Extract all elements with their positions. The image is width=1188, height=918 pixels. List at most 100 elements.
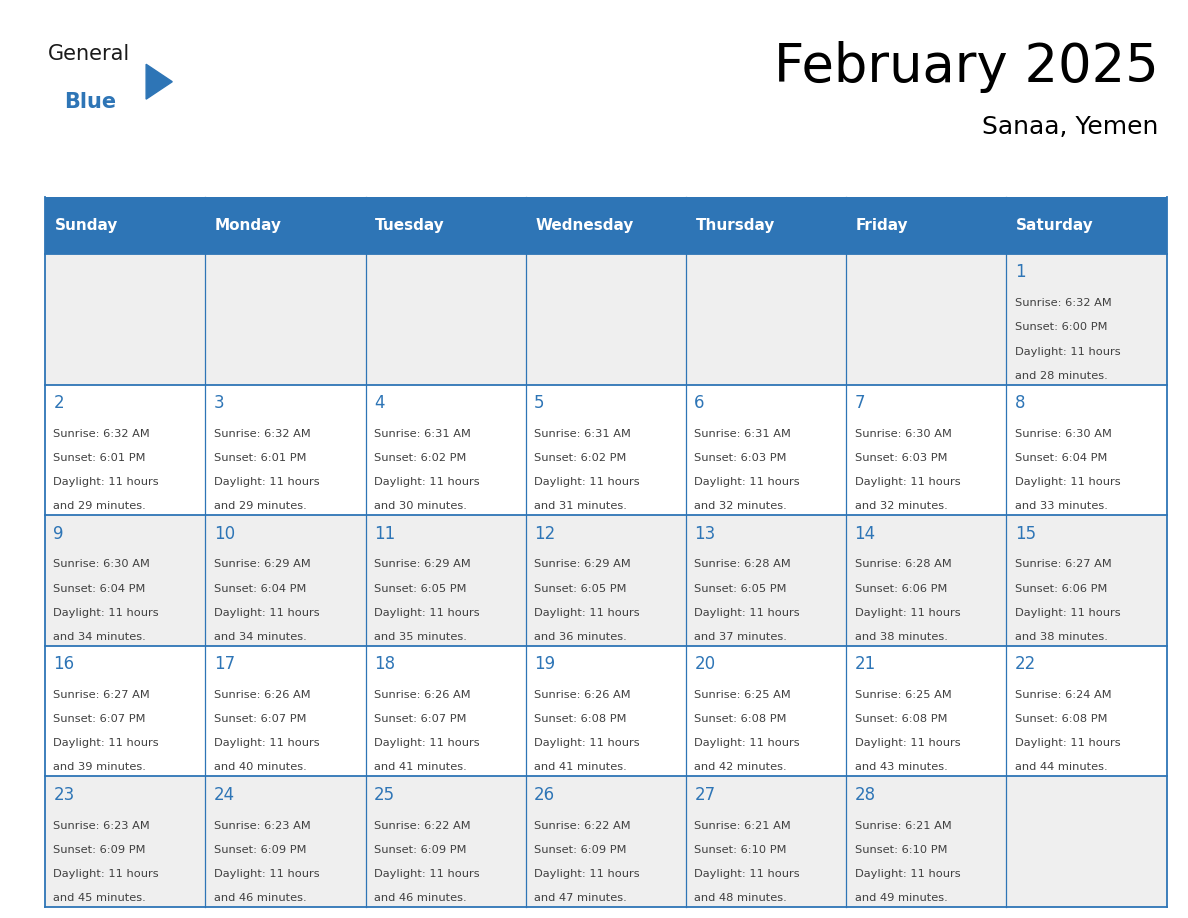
Text: Sunrise: 6:22 AM: Sunrise: 6:22 AM (535, 821, 631, 831)
Text: 25: 25 (374, 786, 394, 803)
Text: 2: 2 (53, 394, 64, 412)
Text: 16: 16 (53, 655, 75, 673)
Text: Daylight: 11 hours: Daylight: 11 hours (53, 868, 159, 879)
Text: Sunrise: 6:24 AM: Sunrise: 6:24 AM (1015, 690, 1111, 700)
Bar (45, 197, 1167, 254)
Text: and 39 minutes.: and 39 minutes. (53, 763, 146, 772)
Text: Daylight: 11 hours: Daylight: 11 hours (374, 868, 480, 879)
Text: Sunset: 6:04 PM: Sunset: 6:04 PM (214, 584, 307, 594)
Text: 21: 21 (854, 655, 876, 673)
Text: Sunrise: 6:29 AM: Sunrise: 6:29 AM (535, 559, 631, 569)
Text: and 42 minutes.: and 42 minutes. (694, 763, 786, 772)
Text: Sunset: 6:10 PM: Sunset: 6:10 PM (694, 845, 786, 855)
Text: Daylight: 11 hours: Daylight: 11 hours (214, 608, 320, 618)
Text: and 36 minutes.: and 36 minutes. (535, 632, 627, 642)
Text: and 40 minutes.: and 40 minutes. (214, 763, 307, 772)
Text: Sunrise: 6:28 AM: Sunrise: 6:28 AM (694, 559, 791, 569)
Text: Sunset: 6:05 PM: Sunset: 6:05 PM (694, 584, 786, 594)
Text: 14: 14 (854, 524, 876, 543)
Text: Sunset: 6:03 PM: Sunset: 6:03 PM (694, 453, 786, 463)
Text: Sunrise: 6:28 AM: Sunrise: 6:28 AM (854, 559, 952, 569)
Text: Sunrise: 6:31 AM: Sunrise: 6:31 AM (535, 429, 631, 439)
Text: Daylight: 11 hours: Daylight: 11 hours (1015, 738, 1120, 748)
Text: and 32 minutes.: and 32 minutes. (854, 501, 947, 511)
Text: Sunrise: 6:22 AM: Sunrise: 6:22 AM (374, 821, 470, 831)
Text: Daylight: 11 hours: Daylight: 11 hours (535, 868, 639, 879)
Text: 1: 1 (1015, 263, 1025, 282)
Text: Daylight: 11 hours: Daylight: 11 hours (854, 477, 960, 487)
Text: Sunrise: 6:30 AM: Sunrise: 6:30 AM (53, 559, 151, 569)
Text: Sanaa, Yemen: Sanaa, Yemen (982, 115, 1158, 139)
Text: February 2025: February 2025 (773, 41, 1158, 94)
Text: Daylight: 11 hours: Daylight: 11 hours (53, 477, 159, 487)
Bar (45, 254, 1167, 385)
Text: Daylight: 11 hours: Daylight: 11 hours (694, 868, 800, 879)
Text: Sunset: 6:02 PM: Sunset: 6:02 PM (535, 453, 626, 463)
Text: Sunset: 6:04 PM: Sunset: 6:04 PM (53, 584, 146, 594)
Text: 28: 28 (854, 786, 876, 803)
Text: Sunrise: 6:26 AM: Sunrise: 6:26 AM (214, 690, 310, 700)
Text: Daylight: 11 hours: Daylight: 11 hours (854, 738, 960, 748)
Text: Sunrise: 6:25 AM: Sunrise: 6:25 AM (854, 690, 952, 700)
Text: Sunset: 6:08 PM: Sunset: 6:08 PM (854, 714, 947, 724)
Text: Sunset: 6:05 PM: Sunset: 6:05 PM (535, 584, 626, 594)
Text: 23: 23 (53, 786, 75, 803)
Text: Sunrise: 6:30 AM: Sunrise: 6:30 AM (854, 429, 952, 439)
Text: Wednesday: Wednesday (536, 218, 633, 233)
Text: Daylight: 11 hours: Daylight: 11 hours (214, 868, 320, 879)
Text: Monday: Monday (215, 218, 282, 233)
Text: and 49 minutes.: and 49 minutes. (854, 893, 947, 903)
Text: Sunrise: 6:25 AM: Sunrise: 6:25 AM (694, 690, 791, 700)
Text: and 44 minutes.: and 44 minutes. (1015, 763, 1107, 772)
Text: Daylight: 11 hours: Daylight: 11 hours (214, 738, 320, 748)
Text: Sunrise: 6:27 AM: Sunrise: 6:27 AM (1015, 559, 1112, 569)
Text: Sunrise: 6:23 AM: Sunrise: 6:23 AM (53, 821, 150, 831)
Text: Daylight: 11 hours: Daylight: 11 hours (374, 477, 480, 487)
Bar (45, 777, 1167, 907)
Text: Sunset: 6:03 PM: Sunset: 6:03 PM (854, 453, 947, 463)
Text: Daylight: 11 hours: Daylight: 11 hours (694, 738, 800, 748)
Text: and 38 minutes.: and 38 minutes. (854, 632, 947, 642)
Text: Sunrise: 6:30 AM: Sunrise: 6:30 AM (1015, 429, 1112, 439)
Text: Tuesday: Tuesday (375, 218, 444, 233)
Text: Sunset: 6:08 PM: Sunset: 6:08 PM (694, 714, 786, 724)
Text: Sunrise: 6:31 AM: Sunrise: 6:31 AM (694, 429, 791, 439)
Text: 15: 15 (1015, 524, 1036, 543)
Text: 9: 9 (53, 524, 64, 543)
Text: Sunset: 6:09 PM: Sunset: 6:09 PM (374, 845, 467, 855)
Text: Sunrise: 6:29 AM: Sunrise: 6:29 AM (374, 559, 470, 569)
Text: Sunset: 6:02 PM: Sunset: 6:02 PM (374, 453, 466, 463)
Text: 11: 11 (374, 524, 396, 543)
Text: 4: 4 (374, 394, 385, 412)
Text: Sunset: 6:00 PM: Sunset: 6:00 PM (1015, 322, 1107, 332)
Text: and 28 minutes.: and 28 minutes. (1015, 371, 1107, 381)
Text: Sunrise: 6:26 AM: Sunrise: 6:26 AM (535, 690, 631, 700)
Text: Sunrise: 6:32 AM: Sunrise: 6:32 AM (53, 429, 150, 439)
Text: and 29 minutes.: and 29 minutes. (53, 501, 146, 511)
Text: Sunset: 6:06 PM: Sunset: 6:06 PM (1015, 584, 1107, 594)
Text: Sunset: 6:01 PM: Sunset: 6:01 PM (53, 453, 146, 463)
Bar (45, 646, 1167, 777)
Text: 17: 17 (214, 655, 235, 673)
Text: Daylight: 11 hours: Daylight: 11 hours (1015, 477, 1120, 487)
Text: 22: 22 (1015, 655, 1036, 673)
Text: Daylight: 11 hours: Daylight: 11 hours (854, 868, 960, 879)
Text: 13: 13 (694, 524, 715, 543)
Text: Sunrise: 6:27 AM: Sunrise: 6:27 AM (53, 690, 150, 700)
Text: and 34 minutes.: and 34 minutes. (53, 632, 146, 642)
Text: Sunrise: 6:29 AM: Sunrise: 6:29 AM (214, 559, 310, 569)
Text: Sunset: 6:06 PM: Sunset: 6:06 PM (854, 584, 947, 594)
Text: and 46 minutes.: and 46 minutes. (214, 893, 307, 903)
Bar (45, 385, 1167, 515)
Polygon shape (146, 64, 172, 99)
Text: Daylight: 11 hours: Daylight: 11 hours (53, 738, 159, 748)
Text: 18: 18 (374, 655, 394, 673)
Text: Sunrise: 6:21 AM: Sunrise: 6:21 AM (854, 821, 952, 831)
Text: Sunrise: 6:23 AM: Sunrise: 6:23 AM (214, 821, 310, 831)
Text: and 47 minutes.: and 47 minutes. (535, 893, 627, 903)
Text: 20: 20 (694, 655, 715, 673)
Text: 5: 5 (535, 394, 544, 412)
Text: 12: 12 (535, 524, 555, 543)
Text: Sunset: 6:04 PM: Sunset: 6:04 PM (1015, 453, 1107, 463)
Text: Sunset: 6:09 PM: Sunset: 6:09 PM (214, 845, 307, 855)
